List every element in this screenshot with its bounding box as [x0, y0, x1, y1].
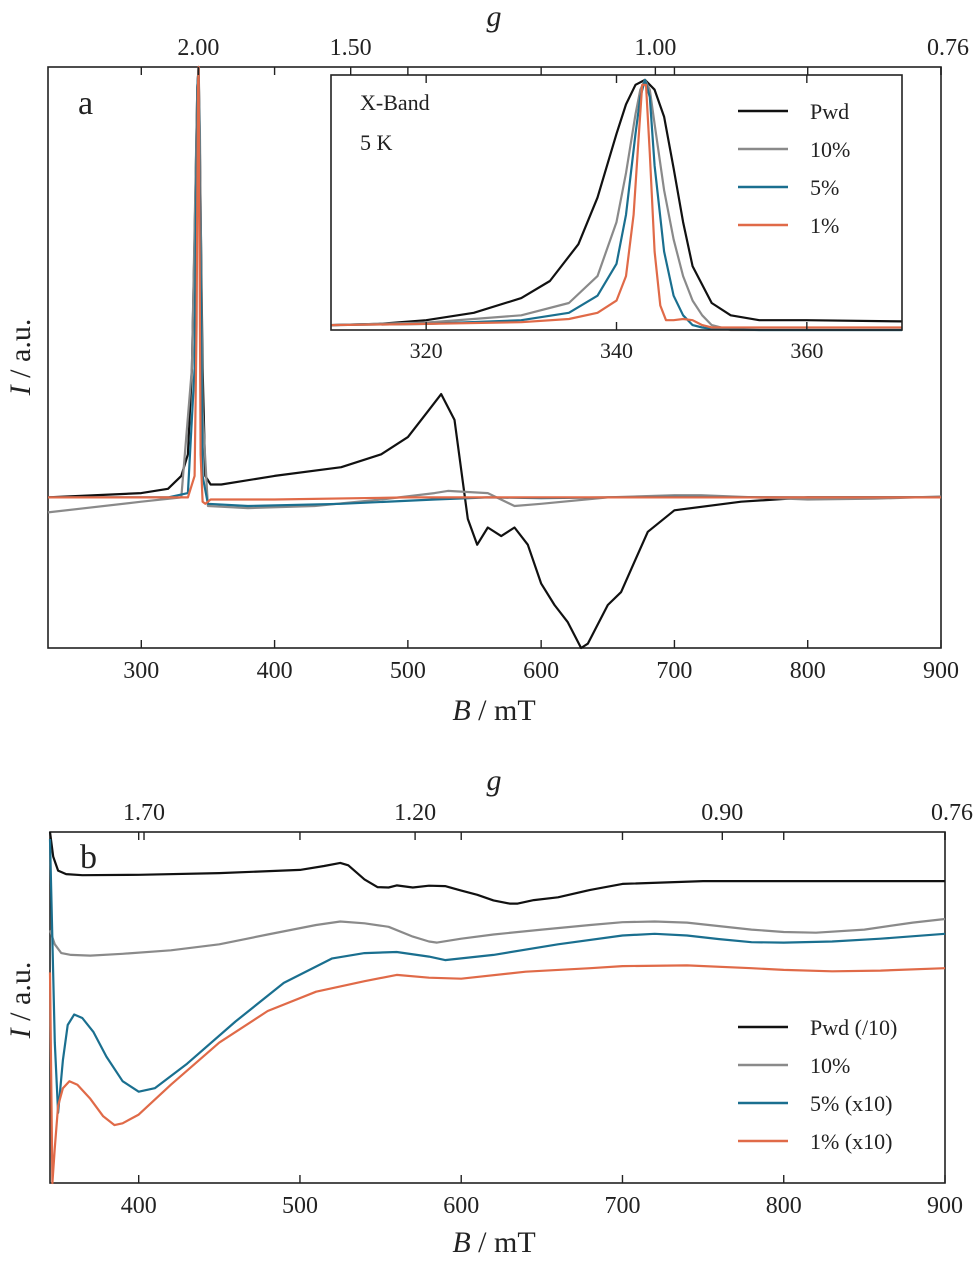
- inset-lines: [330, 78, 903, 332]
- panel-b-xlabel-unit: / mT: [471, 1226, 536, 1259]
- panel-a-top-tick-label: 2.00: [177, 35, 219, 61]
- panel-b-xtick-label: 400: [121, 1193, 157, 1219]
- inset-xtick-label: 340: [600, 338, 633, 363]
- panel-b-series-p5: [48, 838, 946, 1114]
- panel-b-top-tick-label: 1.70: [123, 800, 165, 826]
- panel-a-ylabel-unit: / a.u.: [4, 319, 37, 386]
- inset-chart: 320 340 360 X-Band 5 K Pwd 10% 5% 1%: [330, 74, 903, 363]
- panel-b-legend-label-p1: 1% (x10): [810, 1129, 892, 1154]
- panel-b-top-tick-label: 0.90: [701, 800, 743, 826]
- panel-a-top-tick-label: 1.50: [330, 35, 372, 61]
- panel-b-xlabel-symbol: B: [452, 1226, 470, 1259]
- inset-ticks: 320 340 360: [410, 75, 823, 363]
- panel-a-top-tick-label: 0.76: [927, 35, 969, 61]
- panel-a-y-axis-label: I / a.u.: [4, 319, 37, 397]
- panel-b-top-tick-label: 0.76: [931, 800, 973, 826]
- inset-xtick-label: 320: [410, 338, 443, 363]
- inset-legend-label-p5: 5%: [810, 175, 839, 200]
- panel-a-lines: [47, 65, 942, 650]
- panel-a-xlabel-symbol: B: [452, 694, 470, 727]
- panel-b-xtick-label: 700: [604, 1193, 640, 1219]
- panel-b-series-p1: [48, 964, 946, 1185]
- panel-b-legend-label-p10: 10%: [810, 1053, 850, 1078]
- panel-a-xtick-label: 600: [523, 658, 559, 684]
- panel-b: 400 500 600 700 800 900 1.70 1.20 0.90 0.76 b g B…: [4, 764, 973, 1259]
- panel-a-label: a: [78, 85, 93, 122]
- inset-legend-label-p1: 1%: [810, 213, 839, 238]
- panel-a-xtick-label: 900: [923, 658, 959, 684]
- panel-b-ylabel-symbol: I: [4, 1026, 37, 1039]
- panel-a-xtick-label: 800: [790, 658, 826, 684]
- panel-b-xtick-label: 800: [766, 1193, 802, 1219]
- panel-b-x-axis-label: B / mT: [452, 1226, 535, 1259]
- panel-a-xlabel-unit: / mT: [471, 694, 536, 727]
- panel-b-top-axis-label: g: [487, 764, 502, 797]
- panel-a-series-p1: [48, 65, 941, 505]
- panel-a-xtick-label: 300: [123, 658, 159, 684]
- inset-series-p1: [330, 83, 902, 329]
- panel-b-xtick-label: 500: [282, 1193, 318, 1219]
- panel-a-xtick-label: 500: [390, 658, 426, 684]
- inset-series-pwd: [330, 78, 903, 327]
- panel-b-label: b: [80, 839, 97, 876]
- panel-b-y-axis-label: I / a.u.: [4, 962, 37, 1040]
- panel-a-xtick-label: 700: [656, 658, 692, 684]
- panel-b-top-tick-label: 1.20: [394, 800, 436, 826]
- panel-a-frame: [47, 66, 942, 649]
- panel-b-xtick-label: 600: [443, 1193, 479, 1219]
- inset-annotation-band: X-Band: [360, 90, 430, 115]
- inset-legend-label-p10: 10%: [810, 137, 850, 162]
- panel-b-ylabel-unit: / a.u.: [4, 962, 37, 1029]
- panel-a-xtick-label: 400: [257, 658, 293, 684]
- inset-legend-label-pwd: Pwd: [810, 99, 849, 124]
- panel-b-lines: [48, 831, 946, 1185]
- inset-xtick-label: 360: [790, 338, 823, 363]
- panel-b-series-pwd: [48, 831, 945, 905]
- inset-annotation-temperature: 5 K: [360, 130, 393, 155]
- panel-a-top-tick-label: 1.00: [634, 35, 676, 61]
- panel-a-top-axis-label: g: [487, 0, 502, 33]
- inset-legend: Pwd 10% 5% 1%: [738, 99, 850, 238]
- panel-b-legend: Pwd (/10) 10% 5% (x10) 1% (x10): [738, 1015, 897, 1154]
- panel-a-ticks: 300 400 500 600 700 800 900 2.00 1.50 1.00 0.76: [123, 35, 969, 684]
- panel-b-ticks: 400 500 600 700 800 900 1.70 1.20 0.90 0.76: [121, 800, 973, 1219]
- panel-a-x-axis-label: B / mT: [452, 694, 535, 727]
- inset-series-p5: [330, 78, 902, 332]
- panel-b-xtick-label: 900: [927, 1193, 963, 1219]
- panel-a-ylabel-symbol: I: [4, 383, 37, 396]
- panel-b-legend-label-p5: 5% (x10): [810, 1091, 892, 1116]
- inset-background: [331, 75, 902, 330]
- panel-b-series-p10: [48, 917, 946, 957]
- panel-b-legend-label-pwd: Pwd (/10): [810, 1015, 897, 1040]
